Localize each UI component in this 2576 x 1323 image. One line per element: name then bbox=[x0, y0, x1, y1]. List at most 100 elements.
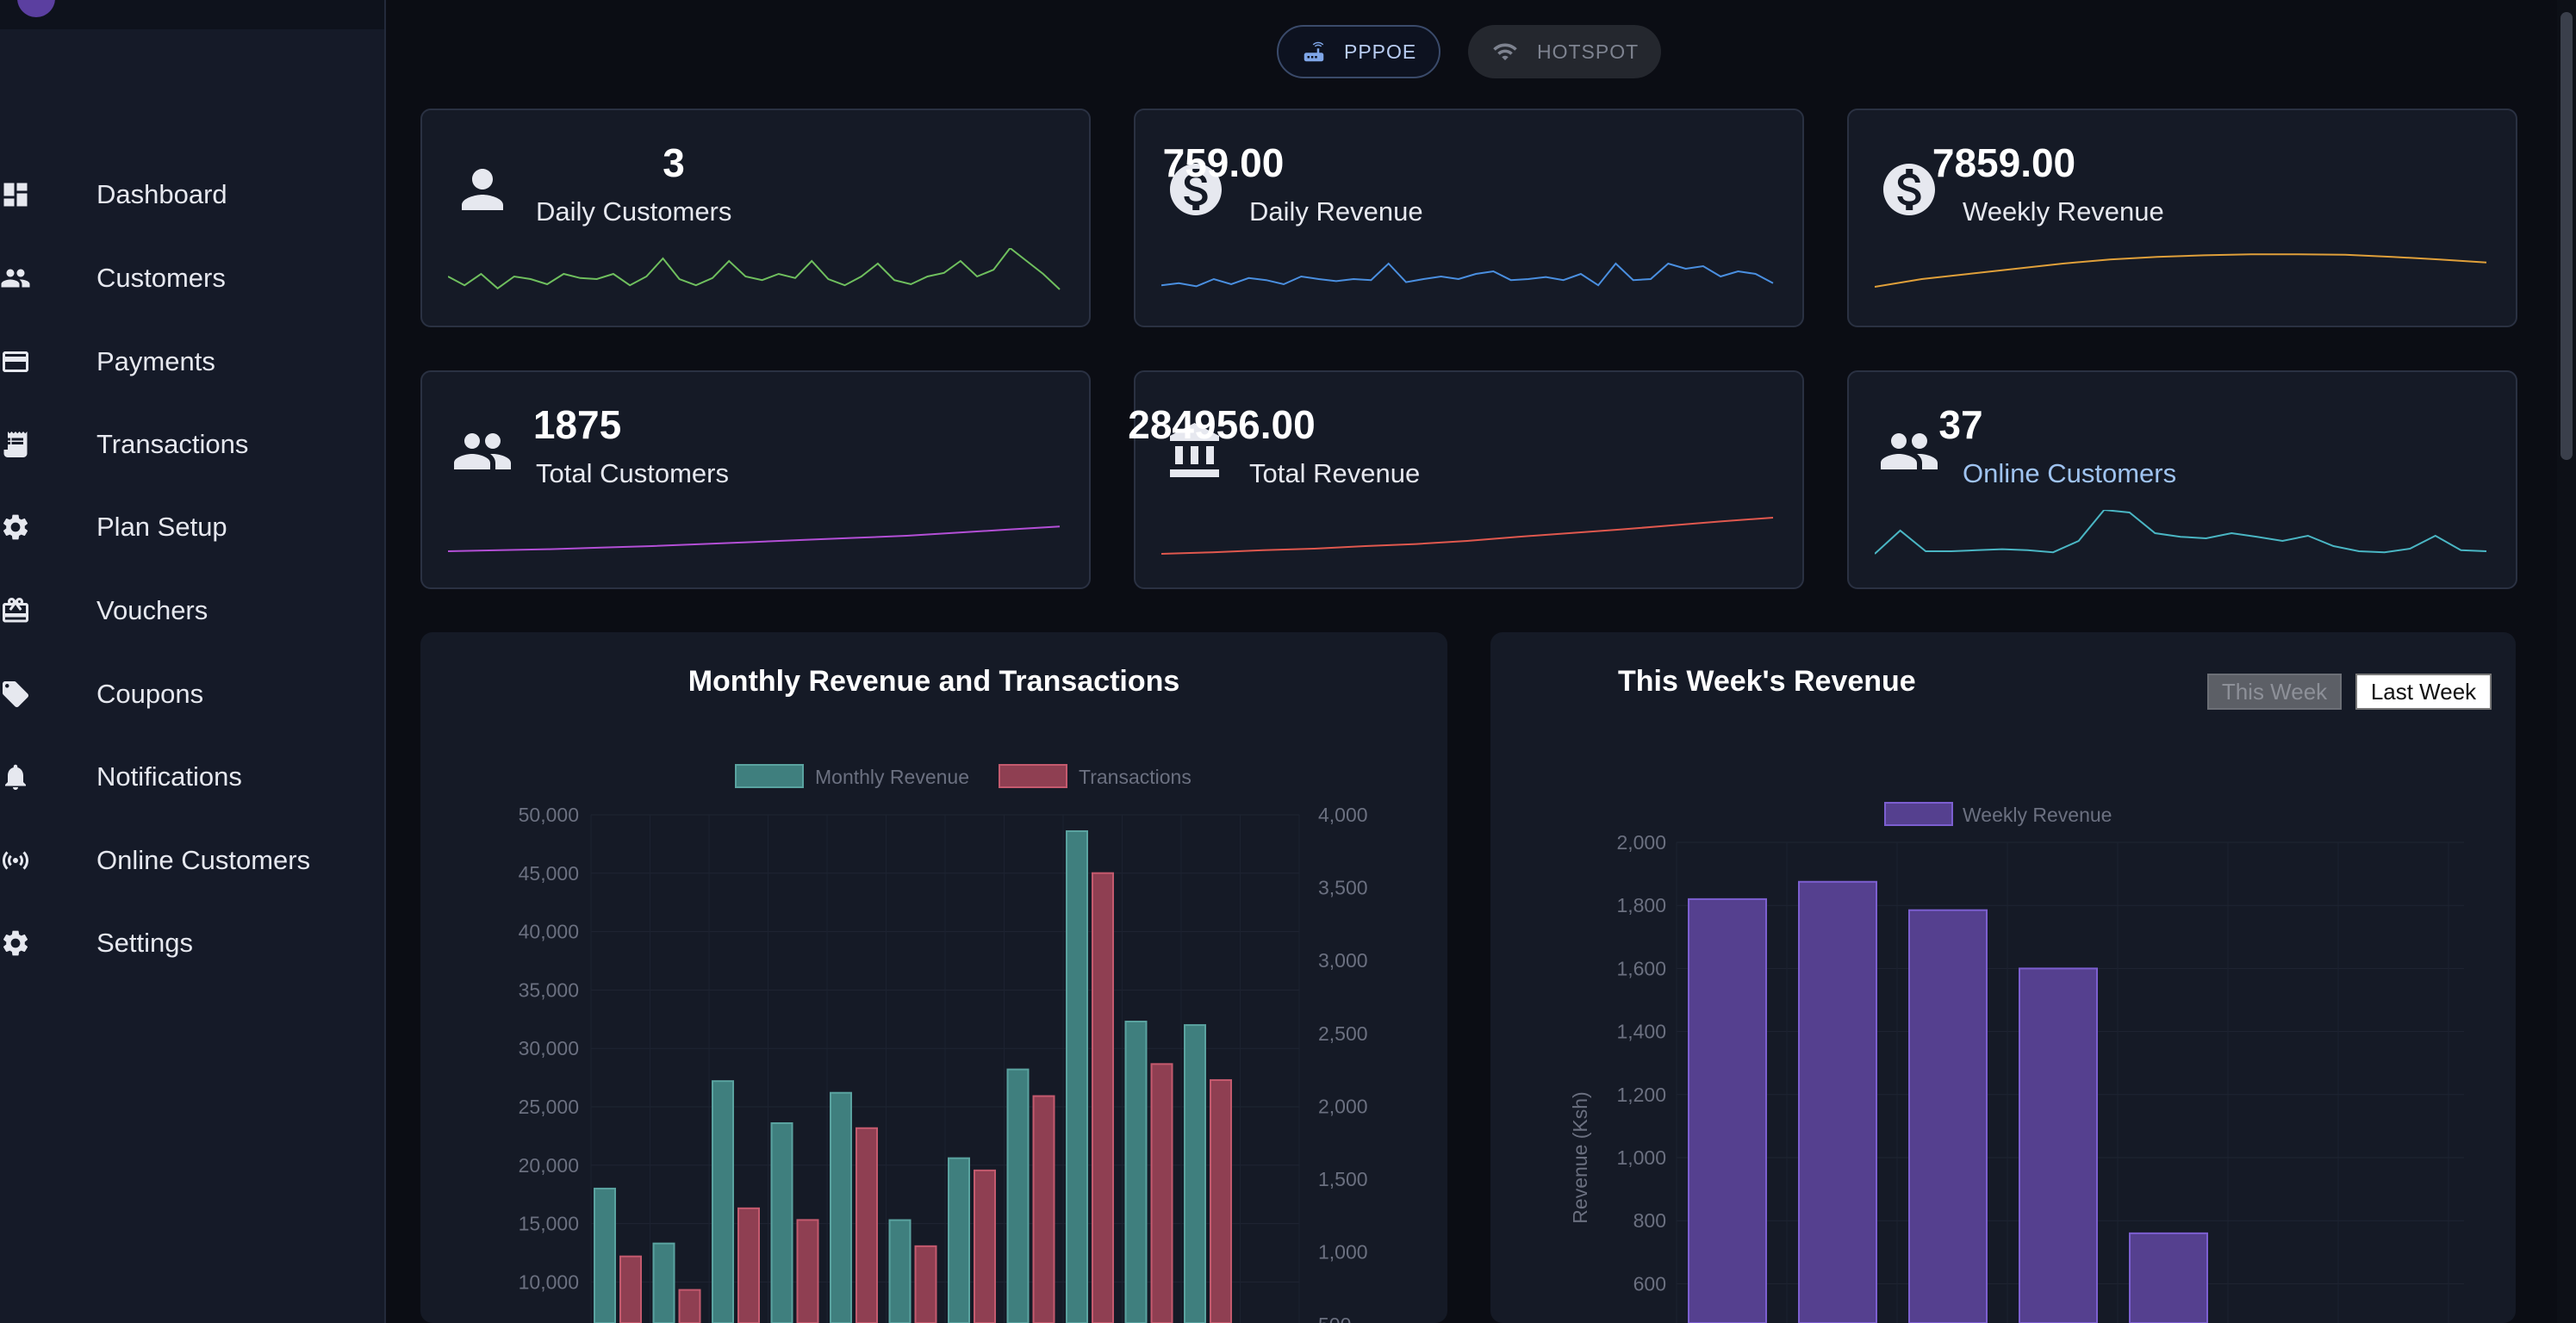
legend-label: Transactions bbox=[1079, 766, 1192, 788]
sidebar-item-vouchers[interactable]: Vouchers bbox=[0, 576, 384, 645]
sidebar-item-settings[interactable]: Settings bbox=[0, 909, 384, 978]
transactions-bar bbox=[796, 1219, 819, 1323]
stat-label: Weekly Revenue bbox=[1963, 196, 2164, 227]
sidebar-item-dashboard[interactable]: Dashboard bbox=[0, 160, 384, 229]
sidebar: Dashboard Customers Payments Transactions Pl… bbox=[0, 0, 386, 1323]
page-scrollbar[interactable] bbox=[2557, 0, 2576, 1323]
revenue-bar bbox=[1006, 1068, 1030, 1323]
main-content: PPPOE HOTSPOT 3 Daily Customers 759.00 Dail… bbox=[386, 0, 2557, 1323]
transactions-bar bbox=[1150, 1063, 1173, 1323]
legend-swatch bbox=[1884, 802, 1953, 826]
sidebar-item-plan-setup[interactable]: Plan Setup bbox=[0, 493, 384, 562]
right-axis-tick: 3,000 bbox=[1318, 949, 1368, 972]
group-icon bbox=[1878, 420, 1940, 482]
revenue-bar bbox=[594, 1187, 616, 1323]
sidebar-item-label: Customers bbox=[96, 263, 226, 293]
legend-swatch bbox=[999, 764, 1067, 788]
y-axis-tick: 1,800 bbox=[1616, 894, 1666, 916]
revenue-bar bbox=[1184, 1024, 1206, 1323]
left-axis-tick: 10,000 bbox=[519, 1270, 579, 1293]
tag-icon bbox=[0, 679, 31, 710]
app-logo[interactable] bbox=[17, 0, 55, 17]
sidebar-item-label: Dashboard bbox=[96, 179, 227, 209]
dashboard-icon bbox=[0, 179, 31, 210]
dollar-icon bbox=[1878, 158, 1940, 220]
stat-value: 284956.00 bbox=[1128, 402, 1316, 447]
right-axis-tick: 2,500 bbox=[1318, 1022, 1368, 1045]
stat-value: 1875 bbox=[532, 402, 622, 447]
sparkline bbox=[1875, 253, 2487, 288]
sidebar-item-label: Settings bbox=[96, 928, 194, 958]
revenue-bar bbox=[712, 1080, 734, 1323]
weekly-revenue-bar bbox=[1688, 898, 1767, 1323]
stat-label: Daily Revenue bbox=[1249, 196, 1423, 227]
hotspot-label: HOTSPOT bbox=[1537, 40, 1640, 63]
y-axis-tick: 1,000 bbox=[1616, 1146, 1666, 1169]
monthly-chart-title: Monthly Revenue and Transactions bbox=[688, 665, 1180, 698]
sidebar-item-online-customers[interactable]: Online Customers bbox=[0, 826, 384, 895]
left-axis-tick: 30,000 bbox=[519, 1037, 579, 1059]
weekly-chart: 600 800 1,000 1,200 1,400 1,600 1,800 2,000 Reve… bbox=[1569, 802, 2464, 1323]
y-axis-tick: 2,000 bbox=[1616, 831, 1666, 854]
sidebar-item-transactions[interactable]: Transactions bbox=[0, 410, 384, 479]
sidebar-item-label: Coupons bbox=[96, 679, 204, 709]
left-axis-tick: 35,000 bbox=[519, 978, 579, 1001]
sidebar-item-customers[interactable]: Customers bbox=[0, 244, 384, 313]
stat-value: 37 bbox=[1938, 402, 1983, 447]
router-icon bbox=[1304, 41, 1324, 62]
voucher-icon bbox=[0, 595, 31, 626]
sidebar-item-coupons[interactable]: Coupons bbox=[0, 660, 384, 729]
legend-swatch bbox=[735, 764, 804, 788]
gear-icon bbox=[0, 512, 31, 543]
revenue-bar bbox=[652, 1242, 675, 1323]
stat-card-total-revenue: 284956.00 Total Revenue bbox=[1128, 370, 1804, 589]
y-axis-tick: 600 bbox=[1633, 1272, 1666, 1295]
legend-label: Monthly Revenue bbox=[815, 766, 969, 788]
stat-label: Online Customers bbox=[1963, 458, 2177, 488]
revenue-bar bbox=[948, 1157, 970, 1323]
pppoe-label: PPPOE bbox=[1344, 40, 1417, 63]
this-week-button[interactable]: This Week bbox=[2207, 674, 2342, 710]
transactions-bar bbox=[678, 1289, 701, 1323]
sidebar-item-notifications[interactable]: Notifications bbox=[0, 742, 384, 811]
bank-icon bbox=[1165, 420, 1227, 482]
last-week-button[interactable]: Last Week bbox=[2355, 674, 2492, 710]
hotspot-toggle[interactable]: HOTSPOT bbox=[1468, 25, 1661, 78]
left-axis-tick: 45,000 bbox=[519, 862, 579, 885]
sidebar-item-label: Payments bbox=[96, 346, 215, 376]
revenue-bar bbox=[1124, 1021, 1148, 1323]
stat-card-online-customers: 37 Online Customers bbox=[1847, 370, 2517, 589]
sidebar-topbar bbox=[0, 0, 384, 29]
y-axis-tick: 1,600 bbox=[1616, 957, 1666, 979]
right-axis-tick: 1,000 bbox=[1318, 1241, 1368, 1264]
sidebar-item-label: Transactions bbox=[96, 429, 249, 459]
legend-label: Weekly Revenue bbox=[1963, 804, 2112, 826]
revenue-bar bbox=[1066, 829, 1088, 1323]
right-axis-tick: 3,500 bbox=[1318, 877, 1368, 899]
transactions-bar bbox=[1092, 872, 1114, 1323]
y-axis-label: Revenue (Ksh) bbox=[1569, 1091, 1591, 1223]
stat-label: Total Customers bbox=[536, 458, 729, 488]
left-axis-tick: 40,000 bbox=[519, 921, 579, 943]
transactions-bar bbox=[737, 1207, 760, 1323]
gear-icon bbox=[0, 928, 31, 959]
sidebar-item-payments[interactable]: Payments bbox=[0, 327, 384, 396]
stat-label: Daily Customers bbox=[536, 196, 732, 227]
left-axis-tick: 20,000 bbox=[519, 1154, 579, 1177]
weekly-revenue-bar bbox=[1798, 880, 1877, 1323]
left-axis-tick: 15,000 bbox=[519, 1213, 579, 1235]
revenue-bar bbox=[770, 1121, 793, 1323]
weekly-chart-panel: This Week's Revenue 600 800 1,000 1,200 1,40… bbox=[1490, 632, 2516, 1323]
group-icon bbox=[451, 420, 513, 482]
left-axis-tick: 25,000 bbox=[519, 1096, 579, 1118]
sparkline bbox=[448, 248, 1061, 290]
scrollbar-thumb[interactable] bbox=[2560, 12, 2573, 460]
revenue-bar bbox=[888, 1219, 912, 1323]
stat-value: 3 bbox=[663, 140, 685, 185]
pppoe-toggle[interactable]: PPPOE bbox=[1277, 25, 1440, 78]
y-axis-tick: 800 bbox=[1633, 1209, 1666, 1232]
weekly-revenue-bar bbox=[2129, 1232, 2208, 1323]
customers-icon bbox=[0, 263, 31, 294]
right-axis-tick: 1,500 bbox=[1318, 1168, 1368, 1190]
bell-icon bbox=[0, 761, 31, 792]
